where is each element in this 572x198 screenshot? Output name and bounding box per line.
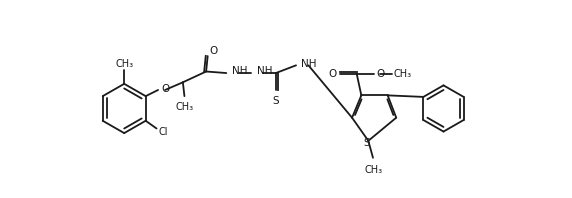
Text: CH₃: CH₃ [394,69,412,79]
Text: O: O [328,69,336,79]
Text: S: S [273,96,279,106]
Text: Cl: Cl [159,127,168,137]
Text: O: O [161,84,169,94]
Text: S: S [363,138,370,148]
Text: CH₃: CH₃ [176,102,193,112]
Text: O: O [377,69,385,79]
Text: O: O [209,47,217,56]
Text: NH: NH [301,59,317,69]
Text: NH: NH [232,67,247,76]
Text: NH: NH [256,67,272,76]
Text: CH₃: CH₃ [365,165,383,175]
Text: CH₃: CH₃ [115,59,133,69]
